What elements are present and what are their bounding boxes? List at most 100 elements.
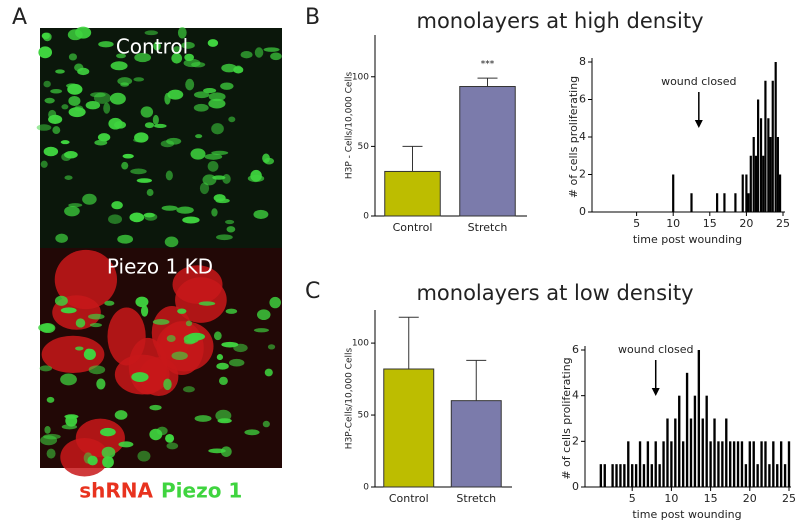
cell-blob — [156, 321, 214, 372]
cell-blob — [193, 103, 209, 112]
caption-green: Piezo 1 — [161, 479, 242, 503]
x-tick-label: Stretch — [456, 492, 496, 505]
y-tick-label: 4 — [579, 130, 586, 143]
cell-blob — [60, 140, 70, 145]
x-tick-label: 15 — [703, 217, 717, 230]
cell-blob — [267, 344, 276, 350]
x-tick-label: Control — [393, 221, 433, 234]
significance: *** — [481, 60, 495, 70]
cell-blob — [216, 362, 229, 370]
cell-blob — [108, 117, 123, 130]
cell-blob — [185, 320, 193, 327]
panel-letter: B — [305, 5, 320, 30]
cell-blob — [64, 175, 73, 180]
cell-blob — [75, 318, 86, 328]
bar — [689, 418, 693, 487]
bar — [619, 464, 622, 487]
bar — [740, 441, 744, 487]
cell-blob — [144, 122, 155, 129]
cell-blob — [211, 123, 224, 135]
cell-blob — [247, 174, 265, 183]
marker-arrowhead — [651, 388, 660, 396]
cell-blob — [218, 376, 228, 386]
cell-blob — [240, 51, 253, 59]
cell-blob — [36, 124, 52, 131]
bar — [741, 174, 744, 212]
bar — [725, 418, 728, 487]
cell-blob — [38, 323, 55, 333]
bar — [729, 441, 732, 487]
bar — [705, 395, 708, 487]
bar — [623, 464, 626, 487]
bar — [631, 464, 634, 487]
cell-blob — [77, 67, 90, 76]
cell-blob — [207, 160, 219, 172]
x-tick-label: 15 — [704, 492, 718, 505]
cell-blob — [44, 97, 55, 104]
cell-blob — [166, 137, 182, 145]
cell-blob — [68, 203, 83, 208]
cell-blob — [38, 46, 53, 59]
cell-blob — [43, 80, 51, 88]
bar — [767, 118, 770, 212]
cell-blob — [152, 318, 170, 325]
cell-blob — [184, 53, 195, 62]
cell-blob — [117, 234, 134, 244]
y-axis-label: H3P - Cells/10,000 Cells — [345, 72, 355, 180]
cell-blob — [263, 47, 280, 52]
bar — [764, 80, 767, 212]
y-tick-label: 6 — [572, 343, 579, 356]
cell-blob — [211, 208, 218, 217]
cell-blob — [225, 308, 238, 314]
bar — [713, 418, 716, 487]
cell-blob — [55, 69, 65, 74]
cell-blob — [262, 153, 270, 163]
y-tick-label: 6 — [579, 93, 586, 106]
panel-letter: C — [305, 279, 320, 304]
cell-blob — [213, 331, 222, 341]
cell-blob — [60, 373, 77, 386]
y-axis-label: # of cells proliferating — [567, 76, 580, 198]
cell-blob — [68, 95, 81, 107]
cell-blob — [75, 418, 125, 458]
bar — [384, 170, 441, 217]
y-tick-label: 50 — [358, 411, 370, 421]
cell-blob — [167, 89, 184, 100]
cell-blob — [137, 450, 151, 462]
x-axis-label: time post wounding — [632, 508, 741, 521]
cell-blob — [153, 41, 161, 51]
cell-blob — [146, 188, 154, 197]
cell-blob — [93, 92, 111, 104]
panel-title: monolayers at high density — [417, 9, 704, 33]
bar — [760, 441, 763, 487]
cell-blob — [131, 372, 149, 382]
cell-blob — [85, 348, 92, 355]
cell-blob — [117, 77, 133, 86]
cell-blob — [194, 415, 212, 422]
cell-blob — [129, 212, 145, 223]
cell-blob — [121, 161, 129, 170]
cell-blob — [46, 396, 55, 403]
marker-label: wound closed — [618, 343, 693, 356]
cell-blob — [193, 91, 210, 99]
cell-blob — [226, 226, 236, 233]
cell-blob — [215, 409, 232, 422]
cell-blob — [52, 126, 61, 135]
cell-blob — [256, 309, 271, 321]
cell-blob — [140, 305, 149, 317]
bar — [776, 137, 779, 212]
bar — [778, 174, 782, 212]
y-axis-label: # of cells proliferating — [560, 357, 573, 479]
bar — [723, 193, 726, 212]
y-axis-label: H3P-Cells/10,000 Cells — [345, 348, 355, 450]
bar — [748, 441, 751, 487]
cell-blob — [152, 114, 159, 125]
bar — [611, 464, 614, 487]
bar — [736, 441, 740, 487]
caption-red: shRNA — [79, 479, 153, 503]
cell-blob — [101, 446, 116, 459]
cell-blob — [149, 404, 162, 411]
cell-blob — [98, 41, 114, 48]
